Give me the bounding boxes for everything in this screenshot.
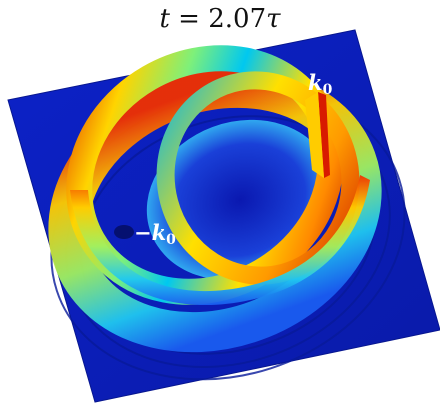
title-unit-symbol: τ [266, 4, 281, 34]
peak-ridge [318, 92, 330, 178]
label-k0-subscript: 0 [322, 82, 333, 98]
figure-title: t = 2.07τ [0, 4, 440, 34]
label-neg-k0-sign: − [134, 220, 152, 245]
label-neg-k0: −k0 [134, 220, 176, 248]
label-k0-symbol: k [308, 70, 323, 95]
peak-ridge-shade [305, 92, 324, 178]
title-equals: = [169, 4, 209, 34]
title-t-symbol: t [159, 4, 170, 34]
neg-k0-dip [114, 225, 134, 239]
title-value: 2.07 [208, 4, 267, 34]
label-neg-k0-subscript: 0 [166, 232, 176, 248]
inner-ring-wall [156, 71, 360, 285]
label-neg-k0-symbol: k [151, 220, 167, 245]
front-lower-wall [70, 175, 370, 306]
label-k0: k0 [308, 70, 332, 98]
